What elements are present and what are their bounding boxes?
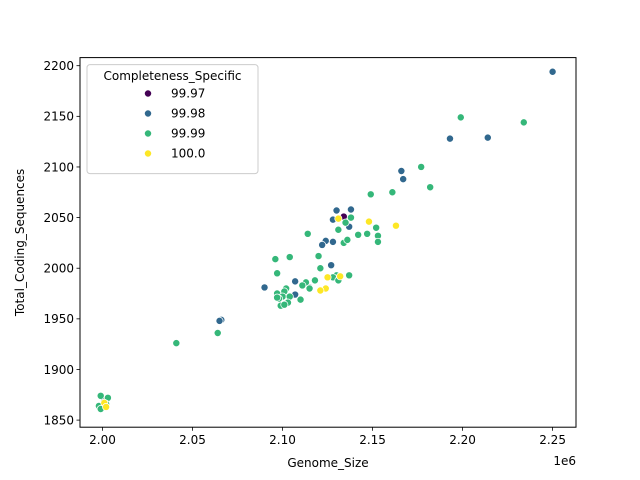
data-point-99-98	[318, 240, 327, 249]
x-tick-label: 2.10	[269, 433, 296, 447]
data-point-99-98	[548, 67, 557, 76]
data-point-99-98	[215, 316, 224, 325]
y-axis-label: Total_Coding_Sequences	[13, 169, 27, 317]
data-point-99-98	[346, 205, 355, 214]
data-point-100-0	[102, 402, 111, 411]
data-point-99-99	[345, 271, 354, 280]
y-tick-label: 1850	[43, 413, 74, 427]
data-point-99-99	[271, 255, 280, 264]
legend-marker	[144, 109, 152, 118]
legend: Completeness_Specific 99.97 99.98 99.99 100…	[86, 64, 259, 175]
data-point-100-0	[323, 273, 332, 282]
y-tick-label: 2150	[43, 110, 74, 124]
data-point-100-0	[316, 286, 325, 295]
plot-frame	[79, 57, 577, 428]
legend-entry-label: 99.99	[171, 127, 205, 141]
data-point-99-99	[417, 162, 426, 171]
data-point-99-99	[280, 300, 289, 309]
y-tick-label: 2200	[43, 59, 74, 73]
legend-title: Completeness_Specific	[103, 69, 241, 83]
x-tick-label: 2.25	[539, 433, 566, 447]
data-point-100-0	[391, 221, 400, 230]
data-point-100-0	[334, 214, 343, 223]
legend-marker	[144, 129, 152, 138]
legend-box	[86, 64, 259, 175]
data-point-99-99	[426, 183, 435, 192]
y-axis-ticks: 1850 1900 1950 2000 2050 2100 2150 2200	[43, 59, 80, 427]
data-point-99-99	[273, 269, 282, 278]
data-point-99-99	[372, 223, 381, 232]
data-point-99-98	[397, 167, 406, 175]
data-point-99-99	[96, 391, 105, 400]
legend-marker	[144, 149, 152, 158]
data-point-99-98	[445, 134, 454, 143]
data-point-99-99	[314, 252, 323, 261]
x-tick-label: 2.20	[449, 433, 476, 447]
data-point-99-98	[332, 206, 341, 215]
data-point-99-98	[260, 283, 269, 292]
x-axis-offset-label: 1e6	[553, 454, 576, 468]
y-tick-label: 2050	[43, 211, 74, 225]
data-point-99-99	[354, 230, 363, 239]
data-point-99-98	[399, 175, 408, 184]
legend-entries: 99.97 99.98 99.99 100.0	[144, 87, 205, 161]
data-point-99-99	[298, 281, 307, 290]
y-tick-label: 1900	[43, 363, 74, 377]
data-point-99-99	[373, 237, 382, 246]
data-point-99-99	[305, 284, 314, 293]
x-axis-label: Genome_Size	[287, 456, 368, 470]
data-point-99-98	[483, 133, 492, 142]
data-point-99-98	[327, 261, 336, 270]
legend-entry-label: 99.98	[171, 107, 205, 121]
data-point-99-98	[291, 277, 300, 286]
data-point-99-99	[388, 188, 397, 197]
x-axis-ticks: 2.00 2.05 2.10 2.15 2.20 2.25	[89, 427, 566, 447]
data-point-99-99	[296, 295, 305, 304]
x-tick-label: 2.00	[89, 433, 116, 447]
data-point-99-99	[341, 218, 350, 227]
data-point-99-99	[346, 213, 355, 222]
data-point-99-99	[273, 293, 282, 302]
data-point-99-99	[303, 229, 312, 238]
points-layer	[94, 67, 557, 413]
data-point-99-99	[343, 235, 352, 244]
data-point-99-99	[172, 339, 181, 348]
data-point-99-99	[310, 276, 319, 285]
legend-entry-label: 99.97	[171, 87, 205, 101]
data-point-99-99	[519, 118, 528, 127]
x-tick-label: 2.05	[179, 433, 206, 447]
x-tick-label: 2.15	[359, 433, 386, 447]
legend-entry-label: 100.0	[171, 147, 205, 161]
data-point-99-99	[366, 190, 375, 199]
y-tick-label: 2000	[43, 262, 74, 276]
data-point-100-0	[364, 217, 373, 226]
y-tick-label: 2100	[43, 160, 74, 174]
data-point-99-98	[328, 237, 337, 246]
data-point-99-99	[363, 229, 372, 238]
data-point-100-0	[336, 272, 345, 281]
data-point-99-99	[456, 113, 465, 122]
data-point-99-99	[213, 329, 222, 338]
y-tick-label: 1950	[43, 312, 74, 326]
data-point-99-99	[316, 264, 325, 273]
data-point-99-99	[285, 253, 294, 262]
data-point-99-99	[334, 225, 343, 234]
legend-marker	[144, 89, 152, 98]
